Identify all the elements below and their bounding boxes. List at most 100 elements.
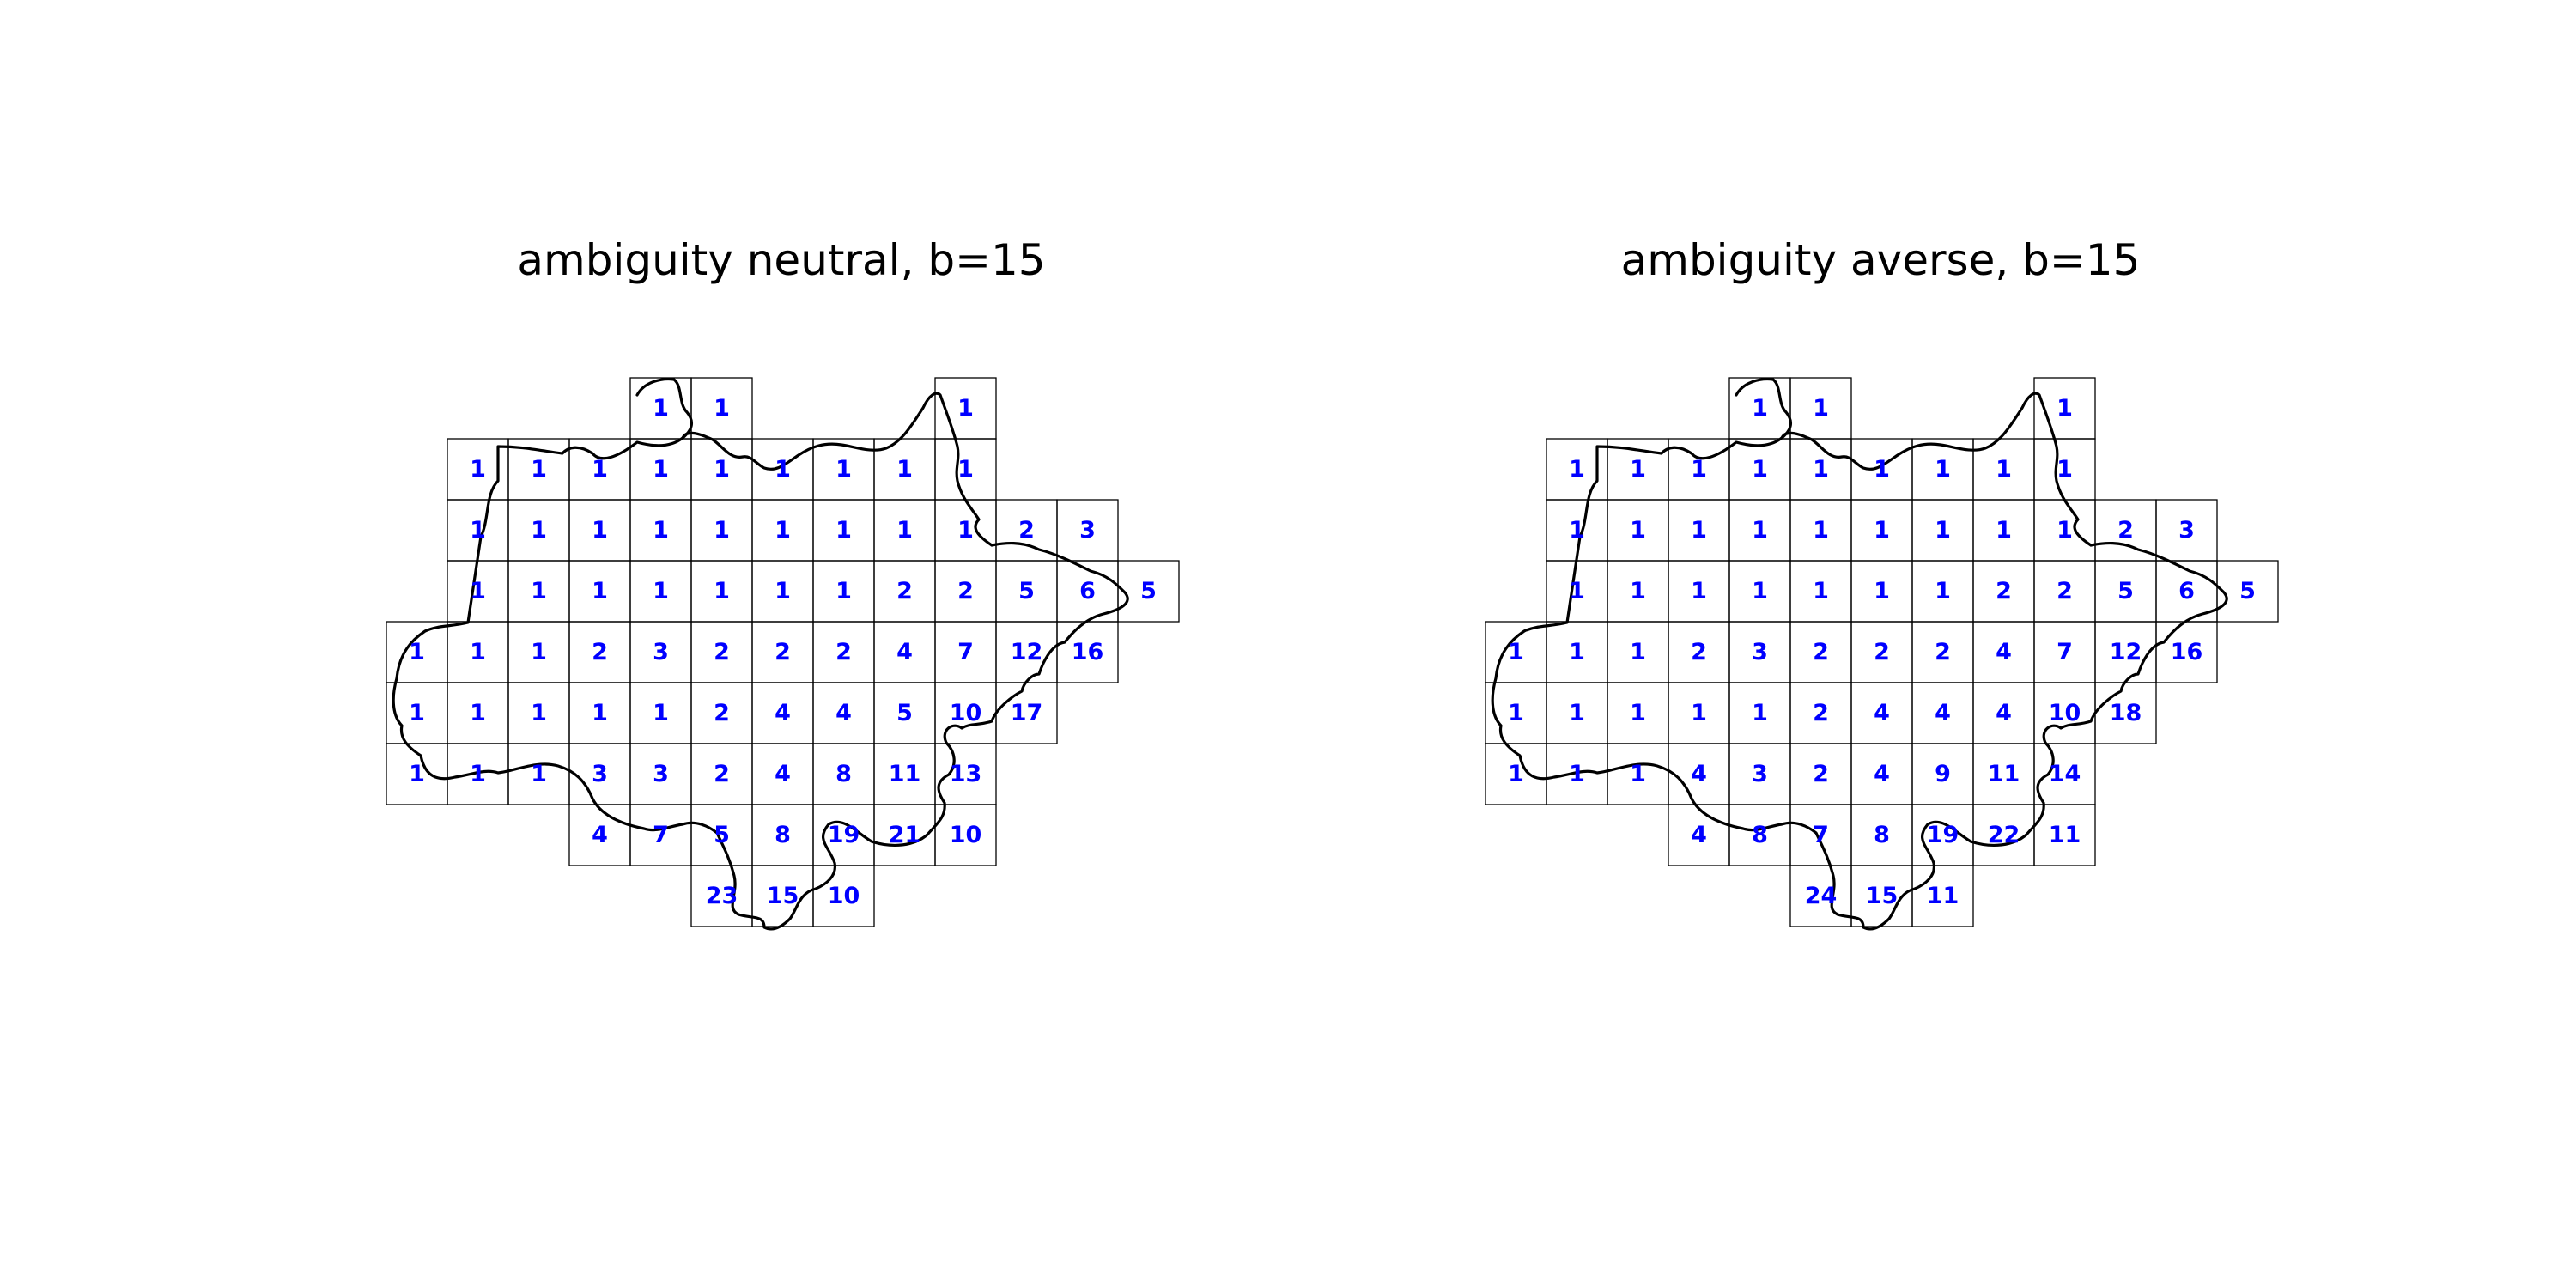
cell-value-label: 2 bbox=[1813, 700, 1829, 726]
cell-value-label: 4 bbox=[592, 822, 608, 848]
cell-value-label: 1 bbox=[1569, 700, 1585, 726]
cell-value-label: 1 bbox=[775, 517, 791, 544]
grid-cell bbox=[2216, 560, 2279, 623]
cell-value-label: 11 bbox=[1988, 761, 2020, 787]
grid-cells-neutral bbox=[386, 377, 1180, 927]
cell-value-label: 2 bbox=[714, 700, 730, 726]
grid-cell bbox=[2033, 804, 2096, 866]
cell-value-label: 1 bbox=[2057, 395, 2073, 422]
cell-value-label: 1 bbox=[531, 517, 547, 544]
cell-value-label: 3 bbox=[653, 761, 669, 787]
cell-value-label: 8 bbox=[775, 822, 791, 848]
cell-value-label: 8 bbox=[1752, 822, 1768, 848]
cell-value-label: 1 bbox=[1569, 639, 1585, 665]
cell-value-label: 1 bbox=[1752, 700, 1768, 726]
cell-value-label: 1 bbox=[1874, 517, 1890, 544]
cell-value-label: 1 bbox=[714, 578, 730, 605]
cell-value-label: 4 bbox=[835, 700, 852, 726]
cell-value-label: 1 bbox=[1813, 517, 1829, 544]
cell-value-label: 1 bbox=[1752, 456, 1768, 483]
cell-value-label: 1 bbox=[531, 456, 547, 483]
cell-value-label: 9 bbox=[1935, 761, 1951, 787]
cell-value-label: 1 bbox=[1874, 456, 1890, 483]
cell-value-label: 2 bbox=[714, 639, 730, 665]
cell-value-label: 2 bbox=[957, 578, 974, 605]
cell-value-label: 14 bbox=[2049, 761, 2081, 787]
cell-value-label: 22 bbox=[1988, 822, 2020, 848]
cell-value-label: 2 bbox=[1813, 639, 1829, 665]
cell-value-label: 1 bbox=[592, 517, 608, 544]
cell-value-label: 2 bbox=[835, 639, 852, 665]
cell-value-label: 1 bbox=[775, 578, 791, 605]
cell-value-label: 4 bbox=[1691, 761, 1707, 787]
cell-value-label: 16 bbox=[2171, 639, 2203, 665]
cell-value-label: 1 bbox=[1691, 700, 1707, 726]
cell-value-label: 1 bbox=[835, 517, 852, 544]
cell-value-label: 1 bbox=[1630, 517, 1646, 544]
cell-value-label: 1 bbox=[714, 517, 730, 544]
cell-value-label: 1 bbox=[1935, 578, 1951, 605]
cell-value-label: 12 bbox=[2110, 639, 2142, 665]
cell-value-label: 1 bbox=[775, 456, 791, 483]
cell-value-label: 5 bbox=[896, 700, 913, 726]
cell-value-label: 1 bbox=[1630, 700, 1646, 726]
cell-value-label: 1 bbox=[1874, 578, 1890, 605]
cell-value-label: 1 bbox=[470, 761, 486, 787]
cell-value-label: 1 bbox=[653, 456, 669, 483]
cell-value-label: 2 bbox=[1874, 639, 1890, 665]
cell-value-label: 19 bbox=[828, 822, 860, 848]
cell-value-label: 1 bbox=[531, 578, 547, 605]
cell-value-label: 21 bbox=[889, 822, 921, 848]
cell-value-label: 4 bbox=[896, 639, 913, 665]
cell-labels-neutral: 1 1 11 1 1 1 1 1 1 1 11 1 1 1 1 1 1 1 1 2 31 1 1 1 1 1 1 2 2 5 6 51 1 1 2 3… bbox=[409, 395, 1157, 909]
cell-value-label: 1 bbox=[1813, 578, 1829, 605]
cell-value-label: 1 bbox=[470, 700, 486, 726]
cell-value-label: 1 bbox=[1508, 639, 1524, 665]
cell-value-label: 4 bbox=[1874, 761, 1890, 787]
cell-value-label: 3 bbox=[592, 761, 608, 787]
cell-value-label: 1 bbox=[531, 700, 547, 726]
cell-value-label: 10 bbox=[950, 822, 982, 848]
cell-value-label: 2 bbox=[1996, 578, 2012, 605]
cell-value-label: 5 bbox=[714, 822, 730, 848]
cell-value-label: 18 bbox=[2110, 700, 2142, 726]
cell-value-label: 1 bbox=[1752, 395, 1768, 422]
cell-value-label: 3 bbox=[1079, 517, 1096, 544]
cell-value-label: 1 bbox=[1569, 517, 1585, 544]
cell-value-label: 1 bbox=[1569, 761, 1585, 787]
cell-value-label: 16 bbox=[1072, 639, 1104, 665]
cell-value-label: 1 bbox=[1508, 761, 1524, 787]
cell-value-label: 17 bbox=[1011, 700, 1043, 726]
region-border-averse bbox=[1491, 377, 2228, 931]
cell-value-label: 2 bbox=[714, 761, 730, 787]
cell-value-label: 3 bbox=[1752, 639, 1768, 665]
cell-value-label: 3 bbox=[653, 639, 669, 665]
cell-value-label: 19 bbox=[1927, 822, 1959, 848]
panel-title-averse: ambiguity averse, b=15 bbox=[1621, 235, 2141, 285]
cell-value-label: 1 bbox=[1630, 456, 1646, 483]
cell-value-label: 1 bbox=[409, 761, 425, 787]
cell-value-label: 1 bbox=[653, 578, 669, 605]
cell-value-label: 1 bbox=[1996, 517, 2012, 544]
cell-value-label: 1 bbox=[1996, 456, 2012, 483]
cell-value-label: 1 bbox=[957, 456, 974, 483]
cell-value-label: 1 bbox=[653, 700, 669, 726]
cell-value-label: 1 bbox=[1935, 456, 1951, 483]
cell-value-label: 12 bbox=[1011, 639, 1043, 665]
grid-cell bbox=[934, 804, 997, 866]
cell-value-label: 2 bbox=[1813, 761, 1829, 787]
region-border-neutral bbox=[392, 377, 1129, 931]
cell-value-label: 1 bbox=[592, 456, 608, 483]
cell-value-label: 4 bbox=[1874, 700, 1890, 726]
cell-value-label: 1 bbox=[2057, 517, 2073, 544]
cell-value-label: 1 bbox=[592, 700, 608, 726]
cell-value-label: 2 bbox=[775, 639, 791, 665]
cell-value-label: 1 bbox=[1813, 456, 1829, 483]
cell-value-label: 1 bbox=[835, 578, 852, 605]
grid-cell bbox=[812, 865, 875, 927]
cell-value-label: 1 bbox=[1752, 578, 1768, 605]
cell-value-label: 1 bbox=[896, 517, 913, 544]
cell-value-label: 7 bbox=[957, 639, 974, 665]
